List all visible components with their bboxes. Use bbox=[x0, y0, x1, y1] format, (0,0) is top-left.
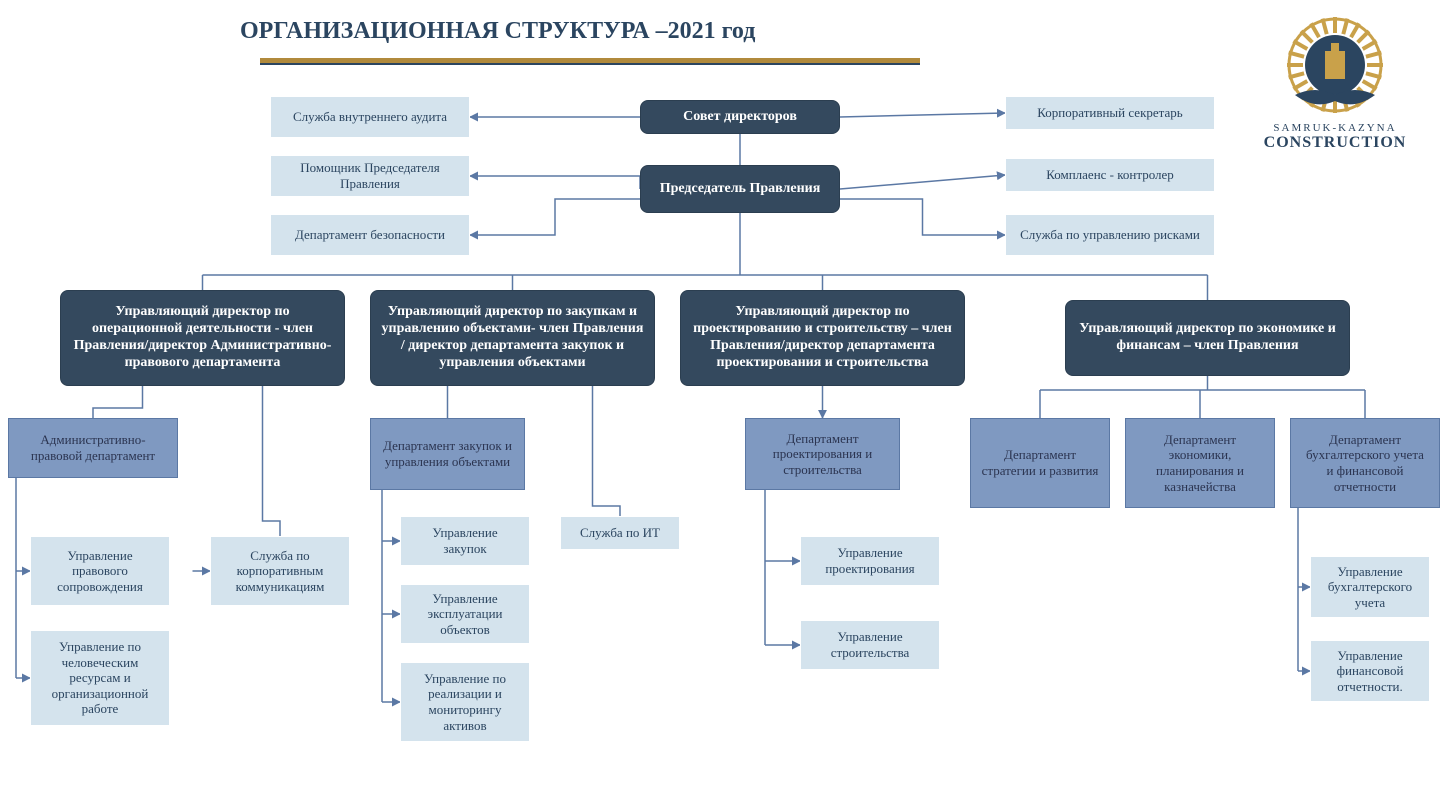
node-mgmt_ops: Управление эксплуатации объектов bbox=[400, 584, 530, 644]
node-dept_econ: Департамент экономики, планирования и ка… bbox=[1125, 418, 1275, 508]
node-board: Совет директоров bbox=[640, 100, 840, 134]
node-security: Департамент безопасности bbox=[270, 214, 470, 256]
node-chairman: Председатель Правления bbox=[640, 165, 840, 213]
node-md2: Управляющий директор по закупкам и управ… bbox=[370, 290, 655, 386]
node-mgmt_proc: Управление закупок bbox=[400, 516, 530, 566]
node-dept_proc: Департамент закупок и управления объекта… bbox=[370, 418, 525, 490]
logo-line2: CONSTRUCTION bbox=[1250, 134, 1420, 152]
title-underline bbox=[260, 58, 920, 65]
node-legal_supp: Управление правового сопровождения bbox=[30, 536, 170, 606]
node-dept_strategy: Департамент стратегии и развития bbox=[970, 418, 1110, 508]
node-mgmt_finrep: Управление финансовой отчетности. bbox=[1310, 640, 1430, 702]
node-risk: Служба по управлению рисками bbox=[1005, 214, 1215, 256]
node-corp_comm: Служба по корпоративным коммуникациям bbox=[210, 536, 350, 606]
page-title: ОРГАНИЗАЦИОННАЯ СТРУКТУРА –2021 год bbox=[240, 18, 755, 45]
node-md4: Управляющий директор по экономике и фина… bbox=[1065, 300, 1350, 376]
logo-line1: SAMRUK-KAZYNA bbox=[1250, 122, 1420, 134]
node-dept_acct: Департамент бухгалтерского учета и финан… bbox=[1290, 418, 1440, 508]
node-hr_org: Управление по человеческим ресурсам и ор… bbox=[30, 630, 170, 726]
node-md1: Управляющий директор по операционной дея… bbox=[60, 290, 345, 386]
node-it_service: Служба по ИТ bbox=[560, 516, 680, 550]
node-mgmt_constr: Управление строительства bbox=[800, 620, 940, 670]
node-assistant: Помощник Председателя Правления bbox=[270, 155, 470, 197]
node-compliance: Комплаенс - контролер bbox=[1005, 158, 1215, 192]
node-corp_sec: Корпоративный секретарь bbox=[1005, 96, 1215, 130]
node-mgmt_assets: Управление по реализации и мониторингу а… bbox=[400, 662, 530, 742]
node-mgmt_acct: Управление бухгалтерского учета bbox=[1310, 556, 1430, 618]
node-admin_legal: Административно-правовой департамент bbox=[8, 418, 178, 478]
node-audit: Служба внутреннего аудита bbox=[270, 96, 470, 138]
node-md3: Управляющий директор по проектированию и… bbox=[680, 290, 965, 386]
logo-icon bbox=[1270, 10, 1400, 120]
logo: SAMRUK-KAZYNA CONSTRUCTION bbox=[1250, 10, 1420, 152]
node-dept_design: Департамент проектирования и строительст… bbox=[745, 418, 900, 490]
node-mgmt_design: Управление проектирования bbox=[800, 536, 940, 586]
